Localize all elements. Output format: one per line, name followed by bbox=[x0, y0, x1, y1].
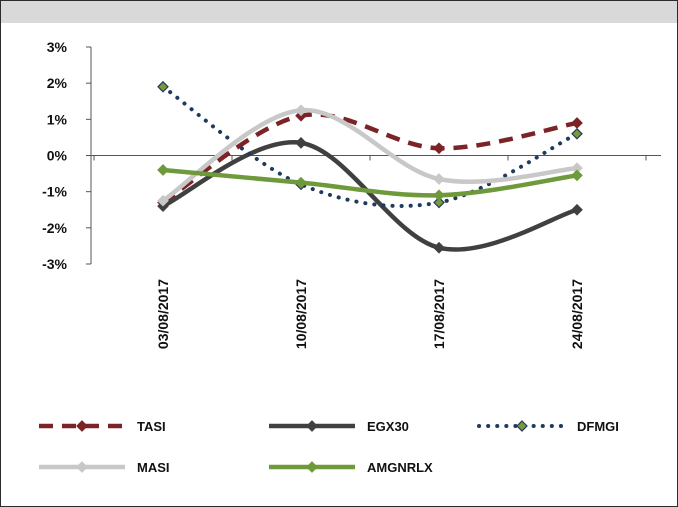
legend-marker-tasi bbox=[76, 420, 88, 432]
data-point-masi bbox=[157, 194, 169, 207]
data-point-amgnrlx bbox=[295, 176, 307, 189]
legend-marker-egx30 bbox=[306, 420, 318, 432]
legend-marker-dfmgi bbox=[516, 420, 528, 432]
y-tick-label: 0% bbox=[47, 148, 68, 164]
data-point-tasi bbox=[433, 142, 445, 155]
series-line-tasi bbox=[161, 112, 578, 205]
legend-label-egx30: EGX30 bbox=[367, 419, 409, 434]
data-point-amgnrlx bbox=[571, 169, 583, 182]
data-point-amgnrlx bbox=[433, 189, 445, 202]
legend-label-tasi: TASI bbox=[137, 419, 166, 434]
y-tick-label: 1% bbox=[47, 111, 68, 127]
series-line-egx30 bbox=[160, 140, 580, 252]
data-point-dfmgi bbox=[571, 127, 583, 140]
x-tick-label: 03/08/2017 bbox=[155, 279, 171, 349]
x-tick-label: 24/08/2017 bbox=[569, 279, 585, 349]
series-line-masi bbox=[160, 108, 580, 203]
data-point-dfmgi bbox=[157, 80, 169, 93]
x-tick-label: 17/08/2017 bbox=[431, 279, 447, 349]
data-point-masi bbox=[433, 173, 445, 185]
y-tick-label: 2% bbox=[47, 75, 68, 91]
y-tick-label: -1% bbox=[42, 184, 67, 200]
legend-marker-amgnrlx bbox=[306, 461, 318, 473]
y-tick-label: -2% bbox=[42, 220, 67, 236]
data-point-dfmgi bbox=[433, 196, 445, 209]
legend-marker-masi bbox=[76, 461, 88, 473]
x-tick-label: 10/08/2017 bbox=[293, 279, 309, 349]
data-point-egx30 bbox=[571, 203, 583, 216]
legend-label-dfmgi: DFMGI bbox=[577, 419, 619, 434]
legend-label-amgnrlx: AMGNRLX bbox=[367, 460, 433, 475]
y-tick-label: 3% bbox=[47, 39, 68, 55]
y-tick-label: -3% bbox=[42, 256, 67, 272]
series-line-amgnrlx bbox=[160, 167, 580, 198]
header-band bbox=[1, 1, 677, 23]
data-point-egx30 bbox=[433, 241, 445, 254]
series-line-dfmgi bbox=[161, 84, 579, 208]
data-point-amgnrlx bbox=[157, 164, 169, 176]
legend-label-masi: MASI bbox=[137, 460, 170, 475]
data-point-masi bbox=[295, 104, 307, 117]
data-point-tasi bbox=[571, 117, 583, 129]
data-point-egx30 bbox=[295, 136, 307, 149]
